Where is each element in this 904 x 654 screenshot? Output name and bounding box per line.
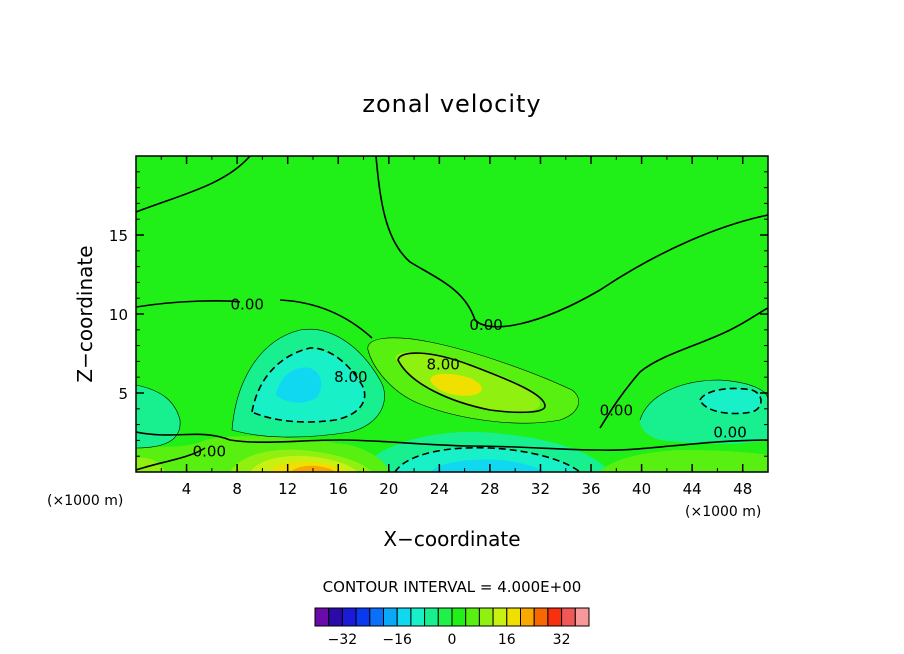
colorbar-cell (451, 607, 467, 627)
contour-line-thin-negative-left (231, 328, 385, 438)
contour-label: 8.00 (334, 368, 367, 386)
contour-label: 8.00 (426, 356, 459, 374)
colorbar-cell (506, 607, 521, 627)
chart-title: zonal velocity (362, 90, 541, 118)
field-region-negative-bottom-core (430, 459, 545, 472)
colorbar-cell (547, 607, 563, 627)
contour-label: 0.00 (193, 442, 226, 460)
contour-line-negative-left (251, 347, 366, 423)
contour-label-group: 0.00 0.00 8.00 8.00 0.00 0.00 0.00 (193, 296, 747, 461)
y-tick-label: 10 (109, 306, 128, 324)
x-axis-unit-left: (×1000 m) (47, 493, 123, 509)
colorbar-cell (478, 607, 494, 627)
colorbar-tick-label: 0 (448, 632, 457, 648)
contour-line-8-jet (397, 352, 546, 414)
x-tick-label: 20 (379, 480, 398, 498)
colorbar-cell (424, 607, 439, 627)
contour-interval-label: CONTOUR INTERVAL = 4.000E+00 (323, 578, 582, 596)
colorbar-cell (465, 607, 480, 627)
colorbar-cell (437, 607, 453, 627)
contour-line-zero-low-left (136, 431, 768, 452)
contour-label: 0.00 (713, 424, 746, 442)
colorbar-cell (396, 607, 412, 627)
contour-line-zero-mid-left (136, 300, 241, 308)
x-tick-label: 8 (232, 480, 242, 498)
contour-label: 0.00 (469, 316, 502, 334)
contour-line-zero-top (375, 156, 768, 328)
plot-area: 0.00 0.00 8.00 8.00 0.00 0.00 0.00 (136, 156, 768, 472)
x-tick-label: 40 (632, 480, 651, 498)
x-axis-ticks: 4 8 12 16 20 24 28 32 36 40 44 48 (160, 156, 752, 498)
colorbar-cell (314, 607, 330, 627)
field-region-jet-max (430, 373, 482, 396)
colorbar (314, 607, 590, 627)
x-tick-label: 28 (480, 480, 499, 498)
x-tick-label: 36 (581, 480, 600, 498)
x-tick-label: 32 (531, 480, 550, 498)
contour-line-thin-edge (136, 384, 181, 449)
field-region-negative-right-inner (700, 388, 761, 414)
x-axis-unit-right: (×1000 m) (685, 504, 761, 520)
colorbar-cell (492, 607, 508, 627)
y-tick-label: 15 (109, 227, 128, 245)
colorbar-tick-label: 16 (498, 632, 516, 648)
contour-line-negative-bottom (394, 446, 581, 472)
contour-line-thin-jet (367, 337, 579, 424)
contour-label: 0.00 (231, 296, 264, 314)
y-axis-ticks: 5 10 15 (109, 171, 768, 457)
x-tick-label: 48 (733, 480, 752, 498)
contour-lines-thin (136, 328, 768, 449)
x-tick-label: 12 (278, 480, 297, 498)
colorbar-cell (561, 607, 576, 627)
contour-line-zero-surface (136, 447, 206, 471)
contour-line-zero-upper-left (136, 156, 251, 213)
colorbar-cell (341, 607, 357, 627)
contour-lines (136, 156, 768, 471)
contour-line-negative-right (699, 387, 762, 415)
colorbar-cell (520, 607, 535, 627)
colorbar-cell (355, 607, 371, 627)
colorbar-cell (383, 607, 398, 627)
field-region-negative-left-core (276, 367, 322, 403)
contour-lines-negative (251, 347, 762, 472)
colorbar-cell (410, 607, 426, 627)
colorbar-tick-label: −16 (382, 632, 412, 648)
colorbar-cell (369, 607, 384, 627)
x-tick-label: 24 (430, 480, 449, 498)
x-tick-label: 16 (329, 480, 348, 498)
x-axis-label: X−coordinate (383, 527, 520, 551)
contour-line-thin-negative-right (639, 379, 768, 421)
x-tick-label: 44 (683, 480, 702, 498)
colorbar-tick-label: 32 (553, 632, 571, 648)
colorbar-cell (574, 607, 590, 627)
contour-line-zero-mid-right (279, 299, 373, 339)
colorbar-ticks: −32 −16 0 16 32 (328, 632, 571, 648)
colorbar-tick-label: −32 (328, 632, 358, 648)
colorbar-cell (533, 607, 549, 627)
x-tick-label: 4 (182, 480, 192, 498)
y-tick-label: 5 (118, 385, 128, 403)
contour-label: 0.00 (600, 401, 633, 419)
y-axis-label: Z−coordinate (73, 245, 97, 382)
contour-line-zero-right-curve (599, 307, 768, 429)
colorbar-cell (328, 607, 343, 627)
